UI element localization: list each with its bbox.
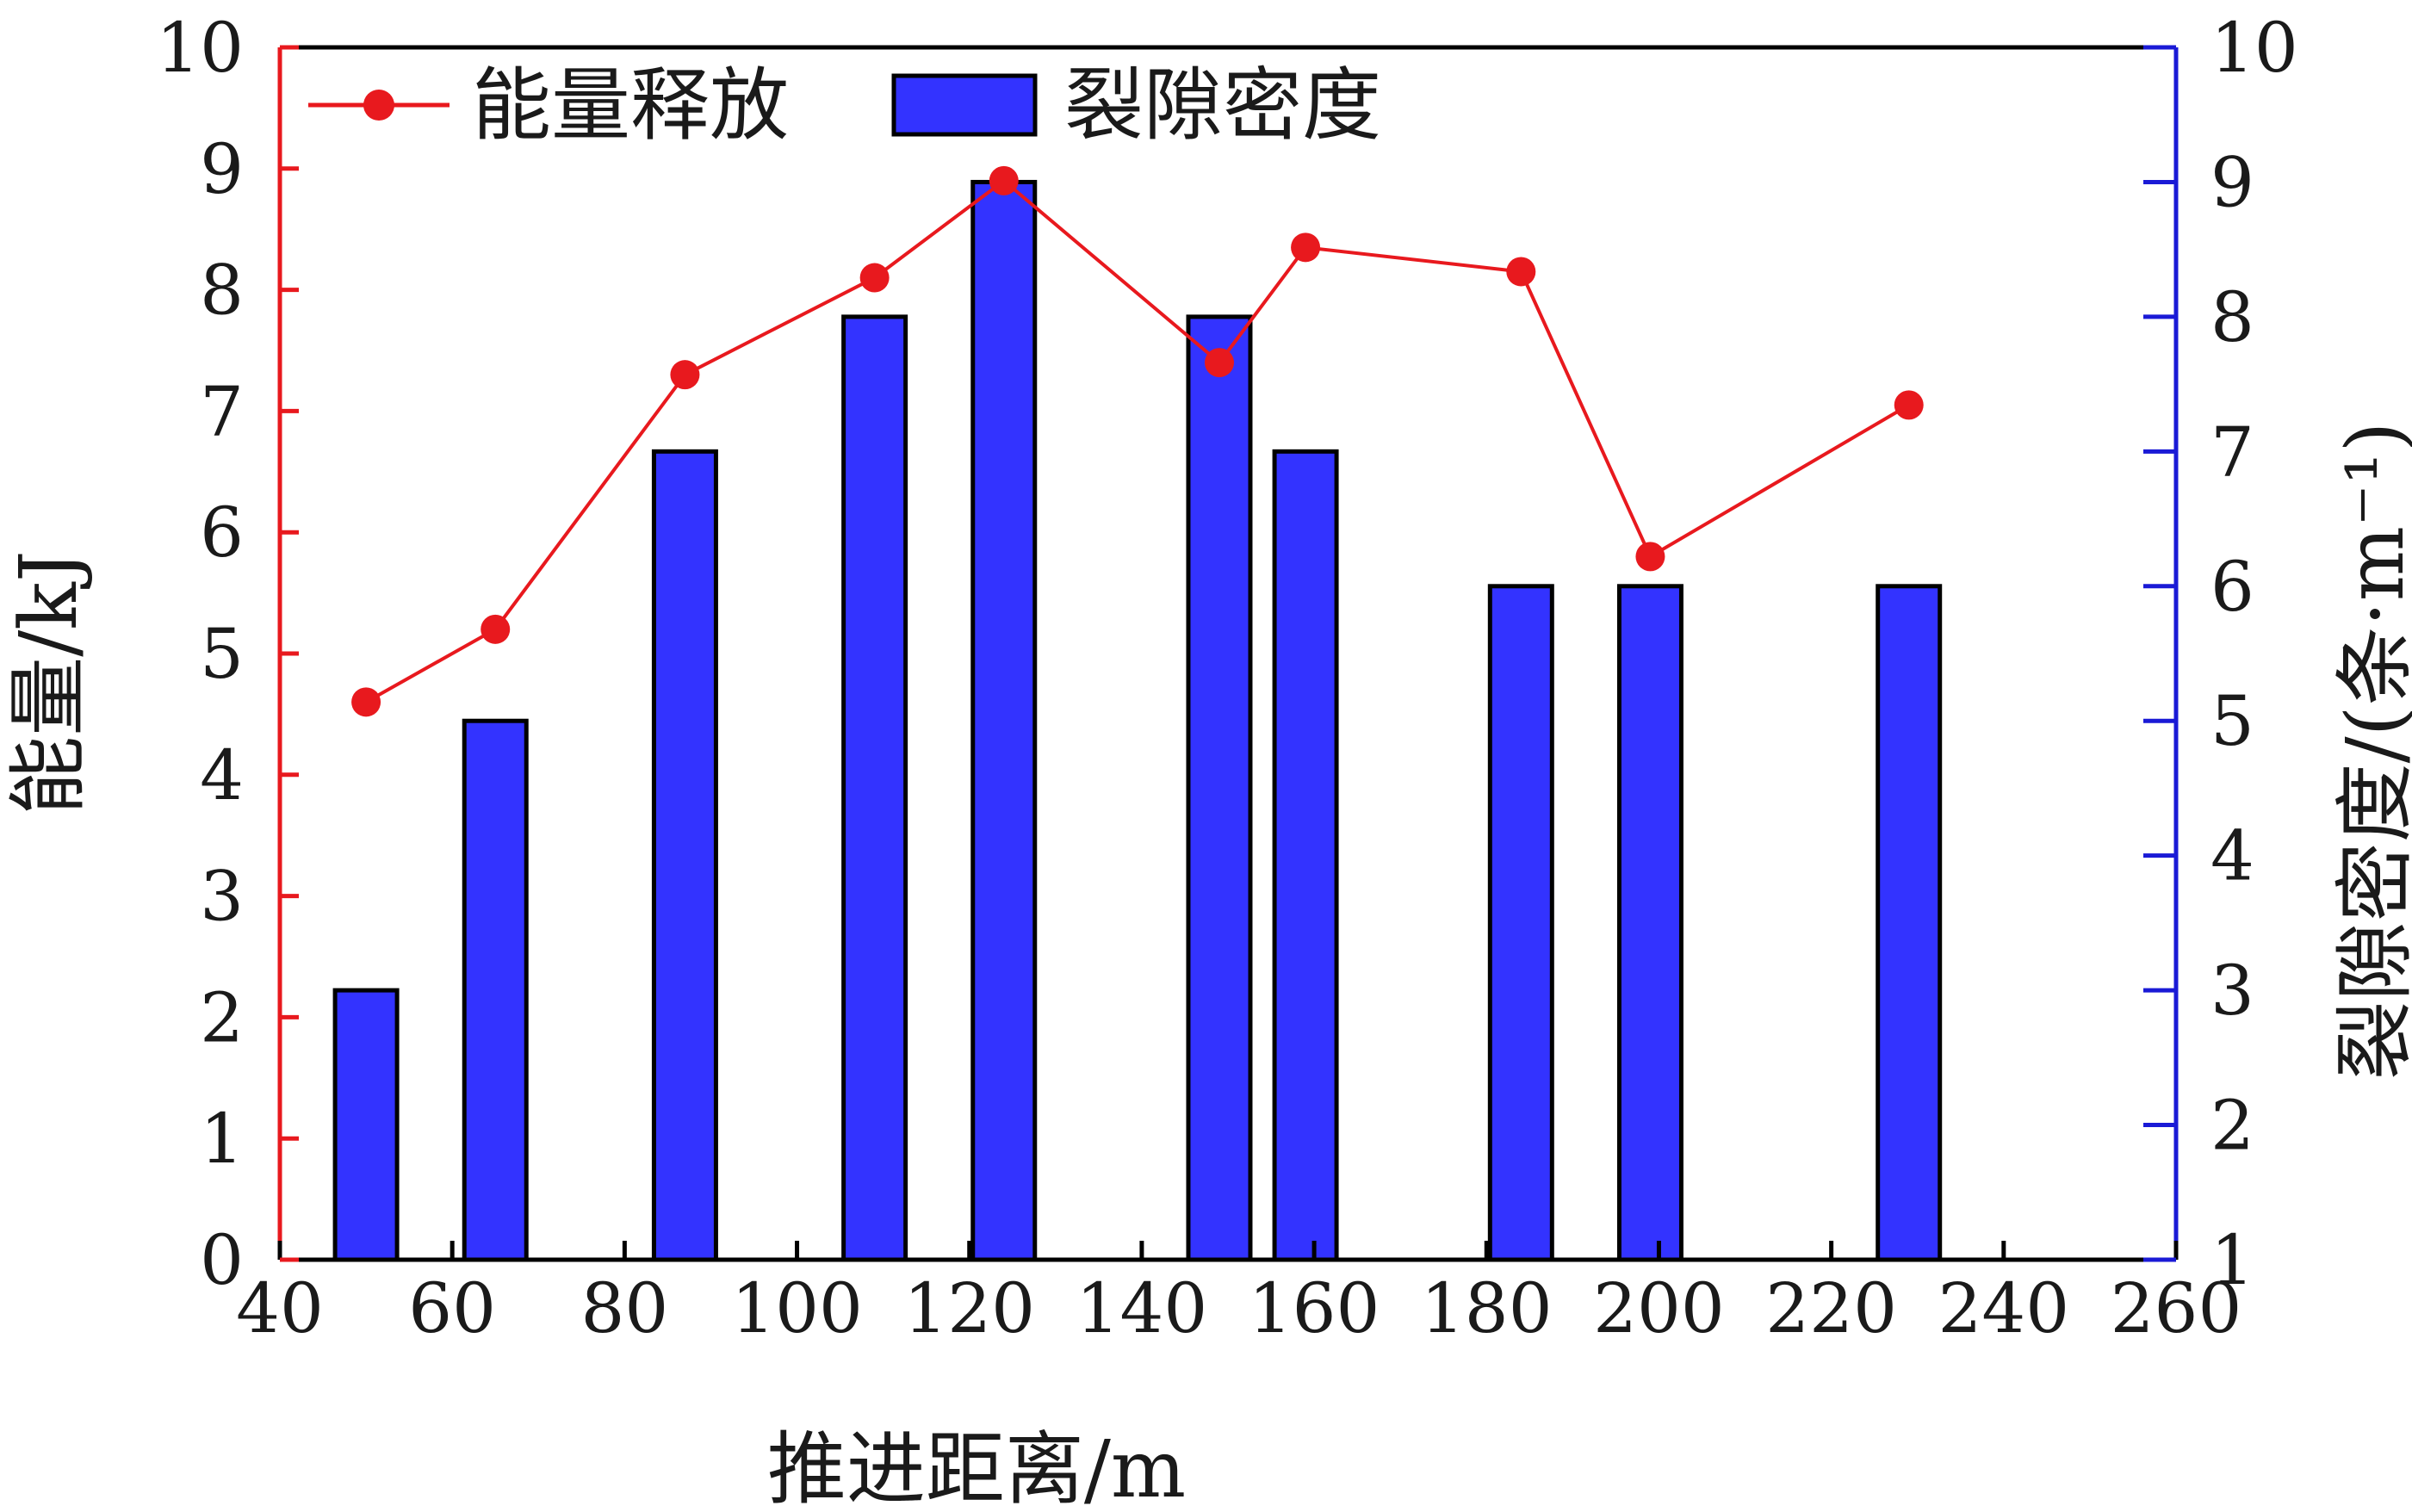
- ticks-layer: 40 60 80 100 120 140 160 180 200 220 240 260 0 1 2 3 4 5 6…: [156, 8, 2298, 1348]
- left-y-tick-label-8: 8: [200, 251, 244, 331]
- right-y-tick-label-0: 1: [2210, 1220, 2254, 1300]
- bar-4: [970, 179, 1038, 1262]
- bar-6: [1272, 449, 1339, 1262]
- legend-label-energy: 能量释放: [472, 59, 789, 152]
- left-y-tick-label-0: 0: [200, 1220, 244, 1300]
- bar-8: [1616, 584, 1683, 1262]
- x-tick-label-10: 240: [1938, 1268, 2069, 1348]
- energy-point-1: [481, 614, 511, 644]
- right-y-tick-label-5: 6: [2210, 547, 2254, 627]
- energy-point-3: [859, 263, 890, 293]
- bars-layer: [332, 179, 1943, 1262]
- left-y-tick-label-1: 1: [200, 1099, 244, 1179]
- left-y-tick-label-3: 3: [200, 857, 244, 937]
- bar-7: [1487, 584, 1554, 1262]
- right-y-tick-label-7: 8: [2210, 277, 2254, 357]
- x-tick-label-1: 60: [408, 1268, 496, 1348]
- energy-point-6: [1291, 232, 1321, 263]
- energy-point-9: [1894, 390, 1924, 420]
- right-y-tick-label-4: 5: [2210, 681, 2254, 761]
- x-tick-label-0: 40: [236, 1268, 324, 1348]
- x-tick-label-7: 180: [1421, 1268, 1553, 1348]
- energy-point-8: [1635, 542, 1665, 572]
- line-layer: [351, 165, 1924, 717]
- right-y-tick-label-1: 2: [2210, 1086, 2254, 1166]
- legend-line-marker: [363, 90, 394, 121]
- bar-5: [1186, 314, 1253, 1262]
- left-axis-title: 能量/kJ: [3, 550, 95, 815]
- legend-label-fracture: 裂隙密度: [1064, 59, 1381, 152]
- left-y-tick-label-7: 7: [200, 371, 244, 451]
- x-tick-label-4: 120: [903, 1268, 1035, 1348]
- left-y-tick-label-6: 6: [200, 493, 244, 573]
- bar-9: [1876, 584, 1943, 1262]
- legend: 能量释放 裂隙密度: [308, 59, 1381, 152]
- bar-0: [332, 988, 400, 1262]
- x-tick-label-9: 220: [1765, 1268, 1897, 1348]
- energy-line: [365, 178, 1910, 704]
- right-axis-title: 裂隙密度/(条·m⁻¹): [2329, 422, 2412, 1081]
- left-y-tick-label-4: 4: [200, 735, 244, 815]
- energy-point-0: [351, 687, 381, 717]
- right-y-tick-label-2: 3: [2210, 951, 2254, 1031]
- left-y-tick-label-5: 5: [200, 614, 244, 694]
- energy-point-4: [989, 165, 1019, 195]
- axes-layer: [277, 45, 2179, 1262]
- x-tick-label-11: 260: [2111, 1268, 2242, 1348]
- right-y-tick-label-3: 4: [2210, 816, 2254, 896]
- energy-point-2: [670, 360, 700, 390]
- legend-bar-swatch: [891, 73, 1038, 137]
- energy-point-5: [1204, 348, 1234, 378]
- right-y-tick-label-8: 9: [2210, 142, 2254, 222]
- x-tick-label-5: 140: [1076, 1268, 1208, 1348]
- left-y-tick-label-10: 10: [156, 8, 244, 88]
- bar-3: [841, 314, 908, 1262]
- bar-2: [651, 449, 718, 1262]
- x-tick-label-3: 100: [731, 1268, 863, 1348]
- left-y-tick-label-9: 9: [200, 129, 244, 209]
- bar-1: [462, 718, 529, 1262]
- left-y-tick-label-2: 2: [200, 977, 244, 1057]
- right-y-tick-label-6: 7: [2210, 412, 2254, 492]
- x-axis-title: 推进距离/m: [767, 1423, 1186, 1512]
- right-y-tick-label-9: 10: [2210, 8, 2298, 88]
- x-tick-label-2: 80: [580, 1268, 668, 1348]
- x-tick-label-8: 200: [1593, 1268, 1725, 1348]
- x-tick-label-6: 160: [1249, 1268, 1380, 1348]
- energy-point-7: [1506, 257, 1536, 287]
